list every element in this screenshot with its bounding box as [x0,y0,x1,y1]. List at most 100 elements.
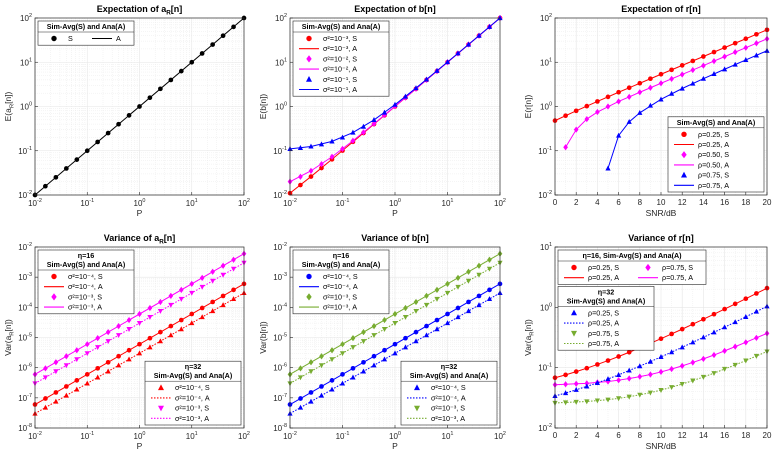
data-point [455,284,461,290]
legend-title: Sim-Avg(S) and Ana(A) [410,371,489,380]
data-point [382,316,387,324]
tick-label: 10-5 [18,333,32,343]
legend-label: ρ=0.25, A [588,273,619,282]
legend-entry: σ²=10⁻², S [306,54,357,63]
legend: Sim-Avg(S) and Ana(A) σ²=10⁻³, Sσ²=10⁻³, … [292,20,390,97]
data-point [681,151,687,159]
data-point [95,374,101,380]
legend-entry: σ²=10⁻⁴, S [414,383,466,392]
legend-entry: σ²=10⁻³, S [414,404,465,413]
tick-label: 6 [616,198,621,207]
data-point [434,317,440,323]
legend-entry: ρ=0.75, S [681,171,729,180]
data-point [189,280,195,287]
data-point [340,372,345,377]
tick-label: 102 [238,431,250,441]
y-axis-label: E(aR[n]) [3,91,16,121]
data-point [753,353,759,359]
data-point [605,376,611,382]
legend-title: η=16 [333,251,350,260]
data-point [168,302,174,308]
legend-label: ρ=0.75, A [588,339,619,348]
data-point [584,383,590,389]
tick-label: 100 [389,431,401,441]
legend-entry: σ²=10⁻⁴, S [306,272,358,281]
series-line [554,29,768,122]
data-point [136,350,143,356]
tick-label: 10-1 [273,146,287,156]
data-point [573,369,579,374]
data-point [220,293,226,299]
data-point [308,359,314,366]
data-point [701,355,706,362]
legend-entry: ρ=0.25, S [571,308,619,317]
data-point [116,322,121,330]
legend-label: σ²=10⁻⁴, S [68,272,103,281]
data-point [658,368,664,376]
tick-label: 10-3 [273,272,287,282]
data-point [455,305,461,311]
tick-label: 102 [540,13,552,23]
data-point [455,274,461,281]
tick-label: 20 [763,198,772,207]
tick-label: 10-1 [538,363,552,373]
legend-label: S [68,34,73,43]
tick-label: 20 [763,431,772,440]
chart-5: 10-2 10-1 100 101 10210-810-710-610-510-410-… [258,233,506,451]
data-point [584,399,590,405]
legend-label: σ²=10⁻³, A [323,303,357,312]
data-point [178,326,184,332]
data-point [230,266,237,272]
legend-entry: σ²=10⁻¹, A [299,85,357,94]
data-point [637,363,643,369]
data-point [711,371,717,377]
data-point [329,378,335,383]
data-point [722,324,728,330]
data-point [648,371,653,378]
legend-title: Sim-Avg(S) and Ana(A) [154,371,233,380]
data-point [63,392,69,398]
data-point [434,326,440,332]
data-point [563,400,569,406]
x-axis: 0 2 4 6 8 10 12 14 16 18 20 [553,425,772,440]
data-point [95,335,101,342]
legend-label: σ²=10⁻⁴, S [175,383,210,392]
data-point [63,363,69,369]
data-point [360,368,367,374]
data-point [571,330,577,337]
tick-label: 10-7 [18,393,32,403]
tick-label: 2 [574,431,579,440]
tick-label: 10-2 [28,198,42,208]
series [34,17,245,196]
data-point [350,335,356,342]
data-point [487,287,492,293]
data-point [445,280,450,287]
data-point [637,373,643,380]
tick-label: 102 [20,13,32,23]
data-point [43,396,48,401]
data-point [605,397,611,403]
data-point [306,55,312,63]
data-point [669,385,675,391]
data-point [168,332,174,338]
data-point [626,349,632,355]
x-axis: 10-2 10-1 100 101 102 [283,192,506,208]
data-point [199,284,205,290]
tick-label: 8 [638,431,643,440]
data-point [329,347,335,354]
data-point [157,338,163,344]
data-point [573,386,579,392]
data-point [147,335,153,341]
data-point [476,302,482,308]
data-point [371,362,377,368]
data-point [189,320,195,326]
data-point [350,374,356,380]
data-point [402,344,409,350]
legend-entry: σ²=10⁻⁴, A [44,282,103,291]
data-point [199,305,205,311]
legend-label: ρ=0.75, S [588,329,619,338]
data-point [308,398,314,404]
data-point [392,350,398,356]
data-point [178,286,184,294]
data-point [53,390,59,395]
